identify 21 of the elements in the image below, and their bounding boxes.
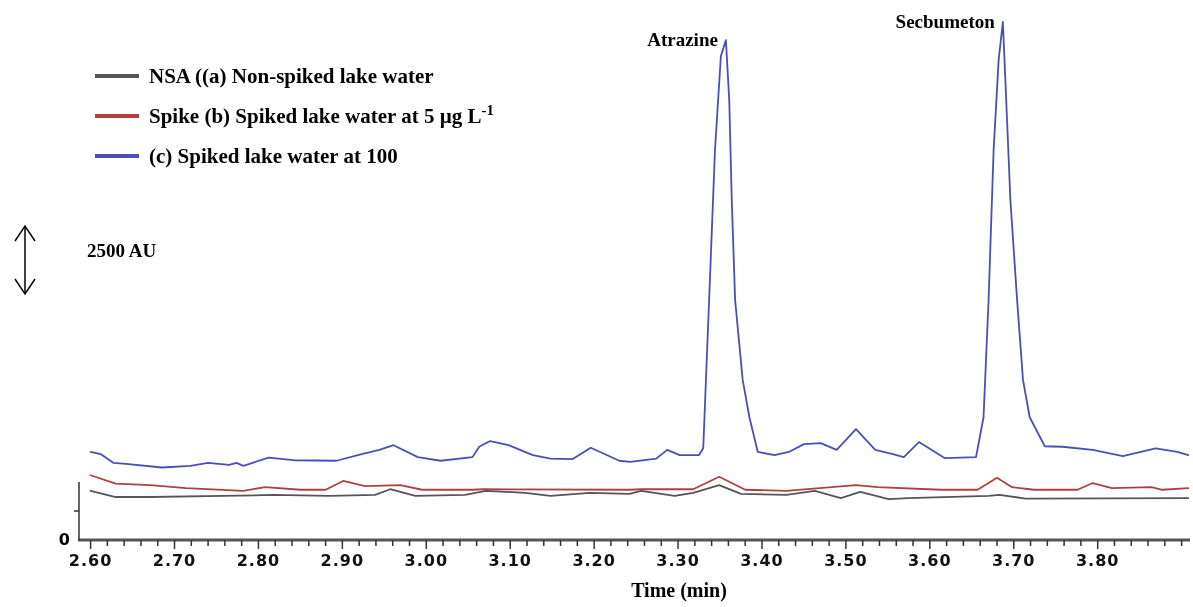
x-tick-label: 3.10: [488, 551, 532, 570]
x-tick-label: 3.70: [992, 551, 1036, 570]
legend-label: (c) Spiked lake water at 100: [149, 144, 398, 168]
annotation: Secbumeton: [895, 11, 996, 32]
annotation: Atrazine: [647, 29, 718, 51]
x-tick-label: 2.70: [152, 551, 197, 570]
annotation: 2500 AU: [87, 240, 157, 261]
legend-label: Spike (b) Spiked lake water at 5 µg L$^{-1}$: [149, 102, 494, 128]
x-tick-label: 3.50: [824, 551, 868, 570]
legend-label: NSA ((a) Non-spiked lake water: [149, 64, 434, 88]
x-tick-label: 3.20: [572, 551, 616, 570]
x-tick-label: 3.40: [740, 551, 784, 570]
text: 0: [58, 530, 70, 549]
x-tick-label: 3.30: [656, 551, 700, 570]
x-tick-label: 2.90: [320, 551, 365, 570]
x-axis-title: Time (min): [631, 579, 727, 602]
x-tick-label: 3.80: [1075, 551, 1120, 570]
x-tick-label: 2.60: [68, 551, 113, 570]
x-tick-label: 3.00: [404, 551, 449, 570]
x-tick-label: 3.60: [908, 551, 952, 570]
x-tick-label: 2.80: [236, 551, 281, 570]
